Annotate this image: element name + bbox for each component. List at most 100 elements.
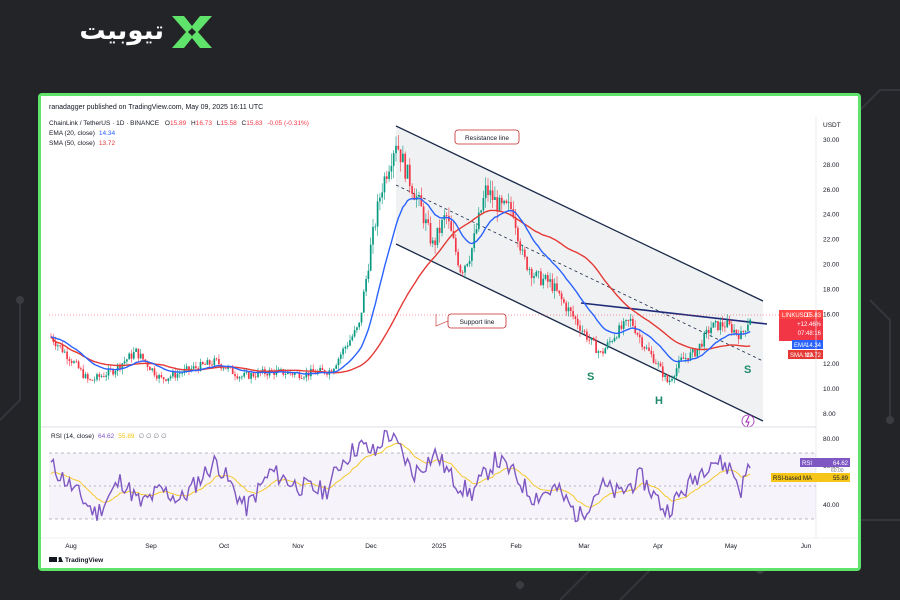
tradingview-logo-icon [49,557,63,562]
candle-body [473,233,476,249]
candle-body [625,320,627,322]
candle-body [326,373,328,375]
candle-body [84,374,87,378]
candle-body [208,360,211,365]
candle-body [303,377,305,379]
candle-body [655,362,657,364]
support-annotation: Support line [447,313,507,329]
candle-body [149,366,151,371]
candle-body [544,275,547,279]
candle-body [139,353,142,359]
candle-body [537,271,540,273]
candle-body [659,363,662,367]
candle-body [602,351,604,354]
price-tick-6: 18.00 [823,286,840,293]
price-tick-9: 10.00 [823,386,840,393]
candle-body [234,374,236,377]
candle-body [82,369,85,378]
candle-body [213,358,216,366]
candle-body [103,376,105,377]
candle-body [641,337,643,347]
candle-body [63,351,66,353]
candle-body [733,329,735,333]
candle-body [344,346,347,349]
candle-body [266,374,269,376]
candle-body [254,376,257,378]
candle-body [291,373,294,375]
candle-body [471,248,473,262]
time-tick-8: Apr [653,543,664,550]
candle-body [694,349,696,357]
time-tick-2: Oct [219,543,229,550]
candle-body [96,374,98,380]
candle-body [236,376,239,379]
candle-body [620,325,623,329]
svg-text:RSI: RSI [802,461,812,467]
candle-body [503,200,505,204]
candle-body [362,291,365,313]
candle-body [369,244,372,271]
candle-body [218,359,220,365]
candle-body [183,368,186,373]
lightning-icon [741,414,755,428]
footer-brand: TradingView [65,557,104,564]
svg-text:EMA: EMA [794,343,807,349]
candle-body [100,376,103,377]
candle-body [507,202,510,204]
candle-body [434,240,436,245]
price-tick-3: 24.00 [823,212,840,219]
candle-body [388,171,390,179]
price-tick-1: 28.00 [823,162,840,169]
candle-body [590,337,593,340]
candle-body [160,375,163,378]
candle-body [169,376,172,379]
svg-text:Resistance line: Resistance line [465,135,509,142]
candle-body [427,219,430,223]
candle-body [243,372,246,377]
candle-body [701,343,703,347]
candle-body [89,379,91,381]
sma-tag: SMA:MA 13.72 [788,350,823,359]
candle-body [742,331,745,332]
candle-body [390,165,393,172]
candle-body [293,372,296,375]
tradingview-chart[interactable]: ranadagger published on TradingView.com,… [41,96,858,568]
candle-body [335,365,338,369]
candle-body [438,227,441,233]
candle-body [158,375,160,379]
candle-body [588,339,591,341]
brand-name: تیوبیت [79,16,164,46]
candle-body [121,363,124,370]
candle-body [247,372,250,379]
candle-body [452,231,455,239]
svg-text:64.62: 64.62 [833,461,849,467]
candle-body [287,372,289,375]
candle-body [569,307,572,311]
price-tick-5: 20.00 [823,262,840,269]
candle-body [526,256,528,270]
candle-body [482,198,485,211]
candle-body [730,324,733,333]
candle-body [668,380,671,383]
candle-body [59,345,62,347]
candle-body [408,164,411,187]
candle-body [174,371,177,378]
candle-body [572,310,574,317]
ema-tag: EMA 14.34 [792,340,823,349]
candle-body [305,372,308,378]
currency-label: USDT [823,122,841,129]
candle-body [68,359,71,361]
candle-body [385,176,388,179]
candle-body [627,320,630,321]
candle-body [372,226,374,245]
candle-body [185,366,188,369]
candle-body [112,369,114,375]
support-line [395,243,764,422]
candle-body [252,373,255,377]
candle-body [512,209,515,218]
candle-body [204,364,206,365]
candle-body [457,251,459,266]
candle-body [749,319,752,325]
candle-body [395,145,397,154]
candle-body [664,375,666,378]
